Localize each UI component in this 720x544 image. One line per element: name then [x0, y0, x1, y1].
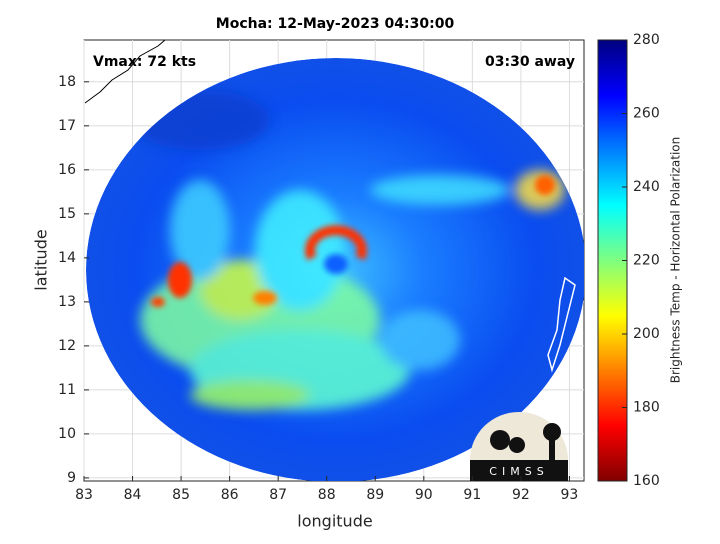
y-tick-label: 13 — [58, 294, 76, 310]
colorbar-tick-label: 260 — [633, 106, 660, 122]
logo: CIMSS — [470, 412, 568, 481]
x-tick-label: 89 — [366, 487, 384, 503]
x-tick-label: 84 — [124, 487, 142, 503]
x-tick-label: 85 — [172, 487, 190, 503]
y-tick-label: 16 — [58, 162, 76, 178]
colorbar-tick-label: 280 — [633, 32, 660, 48]
y-axis-label: latitude — [32, 229, 51, 290]
x-tick-label: 91 — [463, 487, 481, 503]
y-tick-label: 12 — [58, 338, 76, 354]
x-tick-label: 90 — [415, 487, 433, 503]
chart-title: Mocha: 12-May-2023 04:30:00 — [216, 16, 455, 32]
colorbar-label: Brightness Temp - Horizontal Polarizatio… — [669, 137, 683, 384]
y-tick-label: 11 — [58, 382, 76, 398]
colorbar-tick-label: 180 — [633, 400, 660, 416]
colorbar-tick-label: 220 — [633, 253, 660, 269]
colorbar-tick-label: 160 — [633, 473, 660, 489]
y-tick-label: 9 — [67, 470, 76, 486]
y-tick-label: 18 — [58, 74, 76, 90]
coastline — [539, 393, 551, 411]
y-tick-label: 14 — [58, 250, 76, 266]
annotation: Vmax: 72 kts — [93, 54, 196, 70]
x-tick-label: 88 — [318, 487, 336, 503]
colorbar-tick-label: 200 — [633, 326, 660, 342]
colorbar-tick-label: 240 — [633, 179, 660, 195]
y-tick-label: 17 — [58, 118, 76, 134]
x-axis-label: longitude — [297, 512, 372, 531]
x-tick-label: 83 — [75, 487, 93, 503]
x-tick-label: 92 — [512, 487, 530, 503]
x-tick-label: 86 — [221, 487, 239, 503]
coastline — [84, 40, 166, 104]
imagery — [84, 40, 584, 481]
x-tick-label: 93 — [561, 487, 579, 503]
y-tick-label: 15 — [58, 206, 76, 222]
x-tick-label: 87 — [269, 487, 287, 503]
annotation: 03:30 away — [485, 54, 575, 70]
y-tick-label: 10 — [58, 426, 76, 442]
coastline — [547, 276, 576, 373]
logo-text: CIMSS — [489, 465, 548, 478]
